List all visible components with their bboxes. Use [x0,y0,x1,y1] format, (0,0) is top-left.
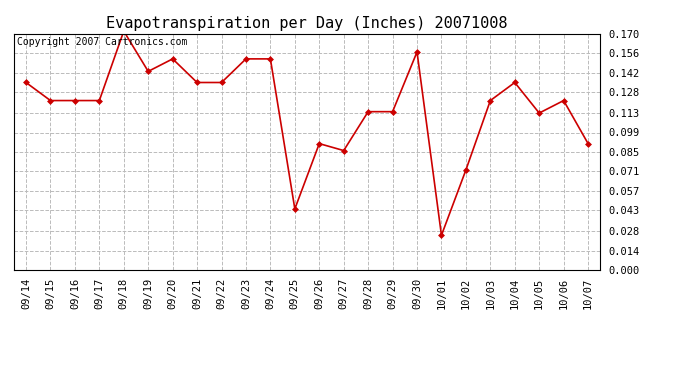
Title: Evapotranspiration per Day (Inches) 20071008: Evapotranspiration per Day (Inches) 2007… [106,16,508,31]
Text: Copyright 2007 Cartronics.com: Copyright 2007 Cartronics.com [17,37,187,47]
